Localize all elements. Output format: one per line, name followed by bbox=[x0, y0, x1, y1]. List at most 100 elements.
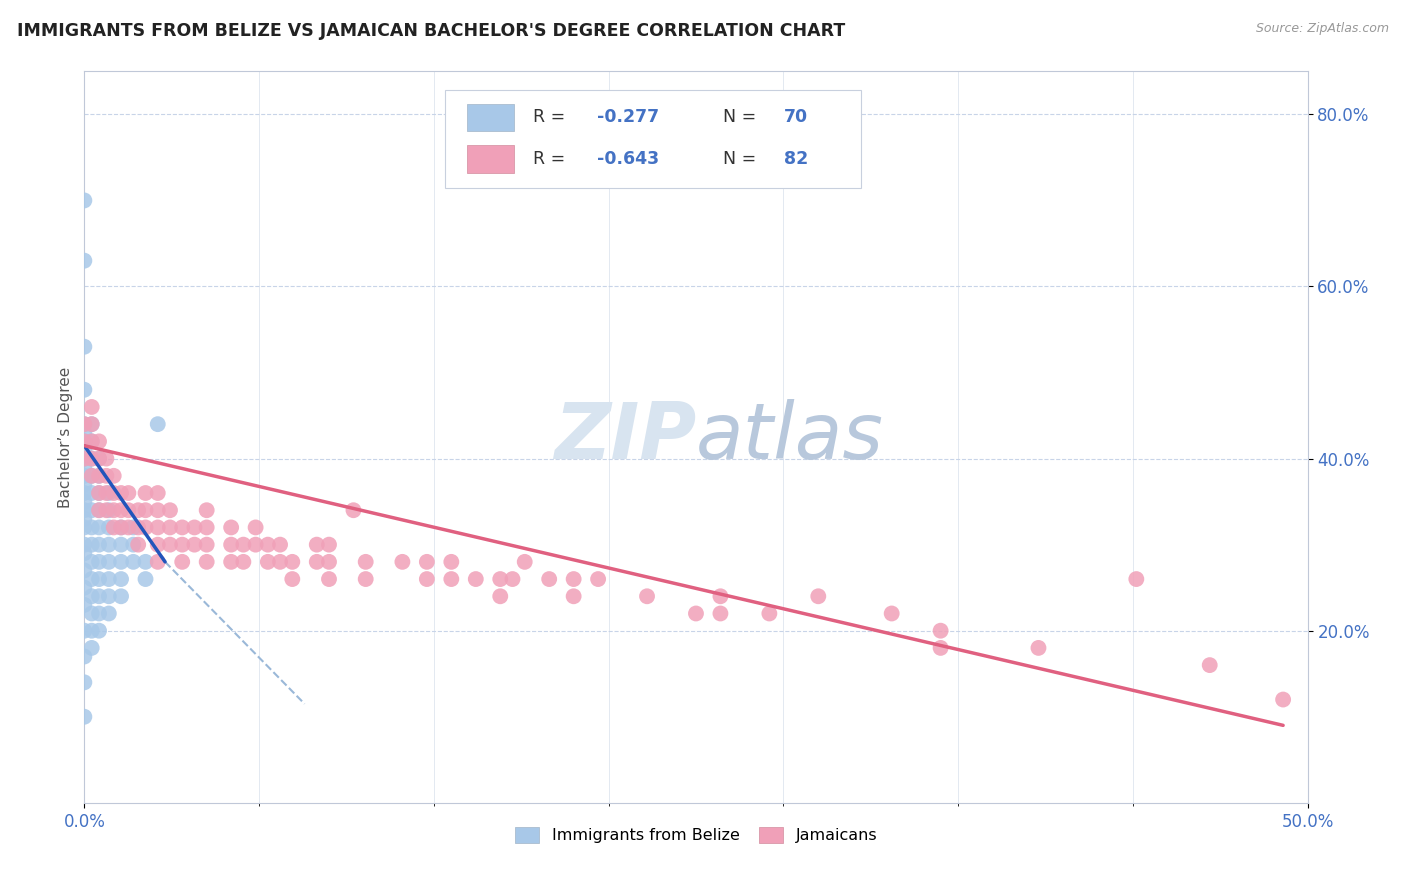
Point bbox=[257, 538, 280, 552]
Point bbox=[73, 598, 96, 612]
Point bbox=[87, 538, 110, 552]
Point bbox=[97, 555, 120, 569]
Point bbox=[219, 538, 242, 552]
FancyBboxPatch shape bbox=[446, 90, 860, 188]
Point bbox=[87, 555, 110, 569]
Point bbox=[73, 451, 96, 466]
Point bbox=[807, 589, 830, 603]
Point bbox=[80, 520, 103, 534]
Point bbox=[110, 520, 132, 534]
Point bbox=[97, 538, 120, 552]
Point bbox=[80, 417, 103, 432]
Point bbox=[318, 538, 340, 552]
Point bbox=[96, 486, 118, 500]
Point bbox=[709, 607, 731, 621]
Point bbox=[97, 520, 120, 534]
Point bbox=[80, 486, 103, 500]
Point bbox=[73, 460, 96, 475]
FancyBboxPatch shape bbox=[467, 145, 513, 173]
Point bbox=[73, 649, 96, 664]
Point bbox=[880, 607, 903, 621]
Point bbox=[73, 417, 96, 432]
Point bbox=[489, 572, 512, 586]
Text: ZIP: ZIP bbox=[554, 399, 696, 475]
Point bbox=[87, 503, 110, 517]
Text: -0.277: -0.277 bbox=[598, 109, 659, 127]
Point bbox=[97, 503, 120, 517]
Point bbox=[73, 538, 96, 552]
Point bbox=[80, 607, 103, 621]
Point bbox=[73, 675, 96, 690]
Point bbox=[183, 520, 205, 534]
FancyBboxPatch shape bbox=[467, 103, 513, 131]
Point bbox=[513, 555, 536, 569]
Point bbox=[73, 434, 96, 449]
Point bbox=[122, 520, 145, 534]
Point bbox=[122, 538, 145, 552]
Point bbox=[87, 486, 110, 500]
Point bbox=[281, 555, 304, 569]
Point bbox=[172, 555, 194, 569]
Point bbox=[87, 607, 110, 621]
Point bbox=[73, 494, 96, 508]
Point bbox=[562, 589, 585, 603]
Point bbox=[159, 538, 181, 552]
Point bbox=[929, 624, 952, 638]
Point bbox=[110, 555, 132, 569]
Point bbox=[232, 538, 254, 552]
Point bbox=[758, 607, 780, 621]
Point bbox=[80, 555, 103, 569]
Point bbox=[103, 520, 125, 534]
Point bbox=[586, 572, 609, 586]
Text: R =: R = bbox=[533, 150, 571, 168]
Text: Source: ZipAtlas.com: Source: ZipAtlas.com bbox=[1256, 22, 1389, 36]
Point bbox=[117, 503, 139, 517]
Point bbox=[709, 589, 731, 603]
Point bbox=[489, 589, 512, 603]
Point bbox=[87, 451, 110, 466]
Point bbox=[269, 555, 291, 569]
Point bbox=[80, 434, 103, 449]
Point bbox=[87, 434, 110, 449]
Point bbox=[96, 468, 118, 483]
Y-axis label: Bachelor’s Degree: Bachelor’s Degree bbox=[58, 367, 73, 508]
Point bbox=[80, 572, 103, 586]
Point bbox=[73, 486, 96, 500]
Point bbox=[73, 417, 96, 432]
Point bbox=[87, 520, 110, 534]
Text: 82: 82 bbox=[785, 150, 808, 168]
Point bbox=[183, 538, 205, 552]
Point bbox=[97, 589, 120, 603]
Point bbox=[146, 555, 169, 569]
Point bbox=[73, 194, 96, 208]
Point bbox=[103, 468, 125, 483]
Point bbox=[195, 520, 218, 534]
Point bbox=[87, 486, 110, 500]
Point bbox=[73, 425, 96, 440]
Point bbox=[80, 503, 103, 517]
Text: N =: N = bbox=[723, 109, 762, 127]
Point bbox=[219, 520, 242, 534]
Point bbox=[117, 486, 139, 500]
Point bbox=[1272, 692, 1295, 706]
Point bbox=[440, 572, 463, 586]
Point bbox=[440, 555, 463, 569]
Point bbox=[87, 572, 110, 586]
Point bbox=[110, 503, 132, 517]
Point bbox=[135, 572, 157, 586]
Point bbox=[502, 572, 524, 586]
Point bbox=[110, 520, 132, 534]
Point bbox=[80, 624, 103, 638]
Point bbox=[73, 340, 96, 354]
Point bbox=[80, 468, 103, 483]
Point bbox=[1125, 572, 1147, 586]
Point bbox=[269, 538, 291, 552]
Point bbox=[135, 520, 157, 534]
Point bbox=[73, 468, 96, 483]
Point bbox=[195, 503, 218, 517]
Point bbox=[73, 512, 96, 526]
Point bbox=[342, 503, 364, 517]
Point bbox=[87, 451, 110, 466]
Point bbox=[146, 486, 169, 500]
Point bbox=[73, 520, 96, 534]
